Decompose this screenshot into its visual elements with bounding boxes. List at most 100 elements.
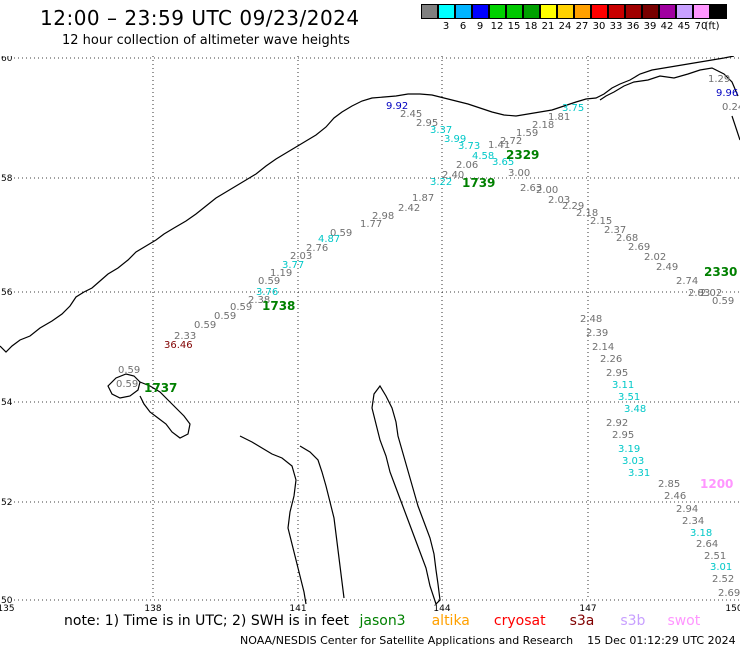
scale-swatch [523, 4, 540, 19]
wave-height-reading: 2.06 [456, 160, 478, 171]
satellite-pass-labels: 1737 1738 1739 2329 2330 1200 [144, 148, 737, 491]
wave-height-reading: 2.64 [696, 539, 718, 550]
wave-height-reading: 3.77 [282, 260, 304, 271]
wave-height-reading: 2.83 [688, 288, 710, 299]
lat-tick-label: 52 [1, 498, 12, 508]
wave-height-reading: 3.11 [612, 380, 634, 391]
pass-time-label: 2330 [704, 265, 737, 279]
chart-subtitle: 12 hour collection of altimeter wave hei… [62, 33, 350, 48]
scale-swatch [455, 4, 472, 19]
scale-label: 42 [660, 21, 674, 32]
wave-height-reading: 2.00 [536, 185, 558, 196]
scale-label: 36 [626, 21, 640, 32]
scale-swatch [693, 4, 710, 19]
wave-height-reading: 0.59 [118, 365, 140, 376]
scale-swatch [489, 4, 506, 19]
coastline-amur-bay [139, 381, 191, 439]
wave-height-reading: 3.75 [562, 103, 584, 114]
wave-height-reading: 3.48 [624, 404, 646, 415]
wave-height-reading: 4.58 [472, 151, 494, 162]
wave-height-reading: 36.46 [164, 340, 193, 351]
wave-height-reading: 2.52 [712, 574, 734, 585]
scale-label: 33 [609, 21, 623, 32]
scale-swatch [421, 4, 438, 19]
wave-height-reading: 2.51 [704, 551, 726, 562]
scale-label: 21 [541, 21, 555, 32]
mission-name: cryosat [493, 613, 546, 629]
wave-height-reading: 2.40 [442, 170, 464, 181]
wave-height-reading: 2.72 [500, 136, 522, 147]
scale-swatch [540, 4, 557, 19]
wave-height-reading: 3.22 [430, 177, 452, 188]
wave-height-reading: 2.95 [606, 368, 628, 379]
scale-swatch [591, 4, 608, 19]
wave-height-reading: 2.45 [400, 109, 422, 120]
wave-height-reading: 2.95 [612, 430, 634, 441]
lat-tick-label: 56 [1, 288, 13, 298]
wave-height-reading: 2.03 [290, 251, 312, 262]
altimeter-readings: 9.922.452.953.373.993.73 1.414.583.652.72… [116, 74, 740, 599]
scale-swatch [608, 4, 625, 19]
wave-height-reading: 2.03 [548, 195, 570, 206]
wave-height-reading: 2.48 [580, 314, 602, 325]
wave-height-reading: 3.19 [618, 444, 640, 455]
scale-label: 70 [694, 21, 708, 32]
mission-legend: jason3 altika cryosat s3a s3b swot [353, 613, 700, 629]
wave-height-reading: 2.95 [416, 118, 438, 129]
mission-name: s3b [620, 613, 646, 629]
credit-line: NOAA/NESDIS Center for Satellite Applica… [240, 634, 736, 647]
wave-height-reading: 2.68 [616, 233, 638, 244]
wave-height-reading: 2.69 [718, 588, 740, 599]
wave-height-reading: 2.46 [664, 491, 686, 502]
wave-height-reading: 3.73 [458, 141, 480, 152]
pass-time-label: 1200 [700, 477, 733, 491]
lat-tick-label: 58 [1, 174, 13, 184]
scale-label: 3 [442, 21, 450, 32]
wave-height-reading: 2.49 [656, 262, 678, 273]
lat-tick-label: 60 [1, 56, 13, 64]
wave-height-reading: 2.02 [644, 252, 666, 263]
pass-time-label: 1738 [262, 299, 295, 313]
wave-height-reading: 2.63 [520, 183, 542, 194]
scale-swatch [659, 4, 676, 19]
lon-tick-label: 138 [144, 604, 161, 614]
wave-height-reading: 9.96 [716, 88, 738, 99]
wave-height-reading: 9.92 [386, 101, 408, 112]
footnote: note: 1) Time is in UTC; 2) SWH is in fe… [64, 613, 700, 629]
coastline-shantar-islands [107, 373, 141, 399]
wave-height-reading: 2.94 [676, 504, 698, 515]
wave-height-reading: 2.98 [372, 211, 394, 222]
wave-height-reading: 2.02 [700, 288, 722, 299]
wave-height-reading: 2.14 [592, 342, 614, 353]
wave-height-reading: 0.59 [230, 302, 252, 313]
wave-height-reading: 3.99 [444, 134, 466, 145]
wave-height-reading: 0.59 [330, 228, 352, 239]
wave-height-reading: 2.74 [676, 276, 698, 287]
wave-height-reading: 2.42 [398, 203, 420, 214]
wave-height-reading: 2.37 [604, 225, 626, 236]
wave-height-reading: 3.01 [710, 562, 732, 573]
scale-swatch [710, 4, 727, 19]
wave-height-reading: 2.76 [306, 243, 328, 254]
wave-height-reading: 1.87 [412, 193, 434, 204]
scale-label: 30 [592, 21, 606, 32]
wave-height-reading: 0.59 [116, 379, 138, 390]
wave-height-map: 9.922.452.953.373.993.73 1.414.583.652.72… [0, 56, 740, 614]
wave-height-reading: 3.76 [256, 287, 278, 298]
wave-height-reading: 2.18 [576, 208, 598, 219]
lon-tick-label: 141 [289, 604, 306, 614]
wave-height-reading: 2.15 [590, 216, 612, 227]
coastline-shelikhov [599, 67, 739, 101]
wave-height-reading: 0.59 [214, 311, 236, 322]
pass-time-label: 2329 [506, 148, 539, 162]
scale-swatch [557, 4, 574, 19]
scale-swatch [506, 4, 523, 19]
wave-height-reading: 0.59 [194, 320, 216, 331]
scale-label: 18 [524, 21, 538, 32]
wave-height-reading: 1.77 [360, 219, 382, 230]
wave-height-reading: 2.85 [658, 479, 680, 490]
mission-name: s3a [569, 613, 595, 629]
scale-label: 9 [476, 21, 484, 32]
chart-title: 12:00 – 23:59 UTC 09/23/2024 [40, 6, 360, 30]
footnote-note: note: 1) Time is in UTC; 2) SWH is in fe… [64, 613, 350, 629]
